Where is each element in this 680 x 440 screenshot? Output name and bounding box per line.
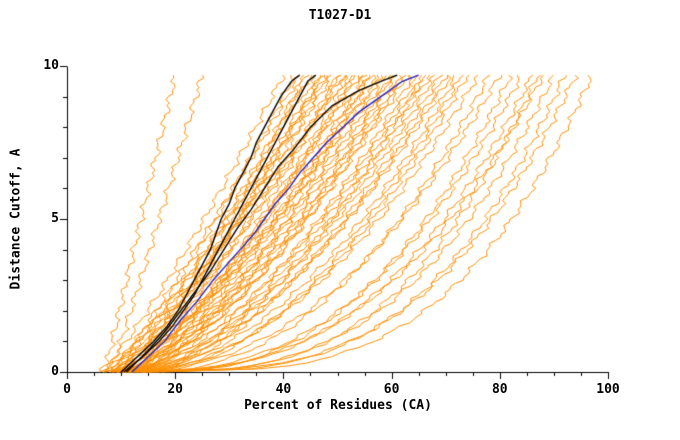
x-axis-label: Percent of Residues (CA) [244,398,432,413]
